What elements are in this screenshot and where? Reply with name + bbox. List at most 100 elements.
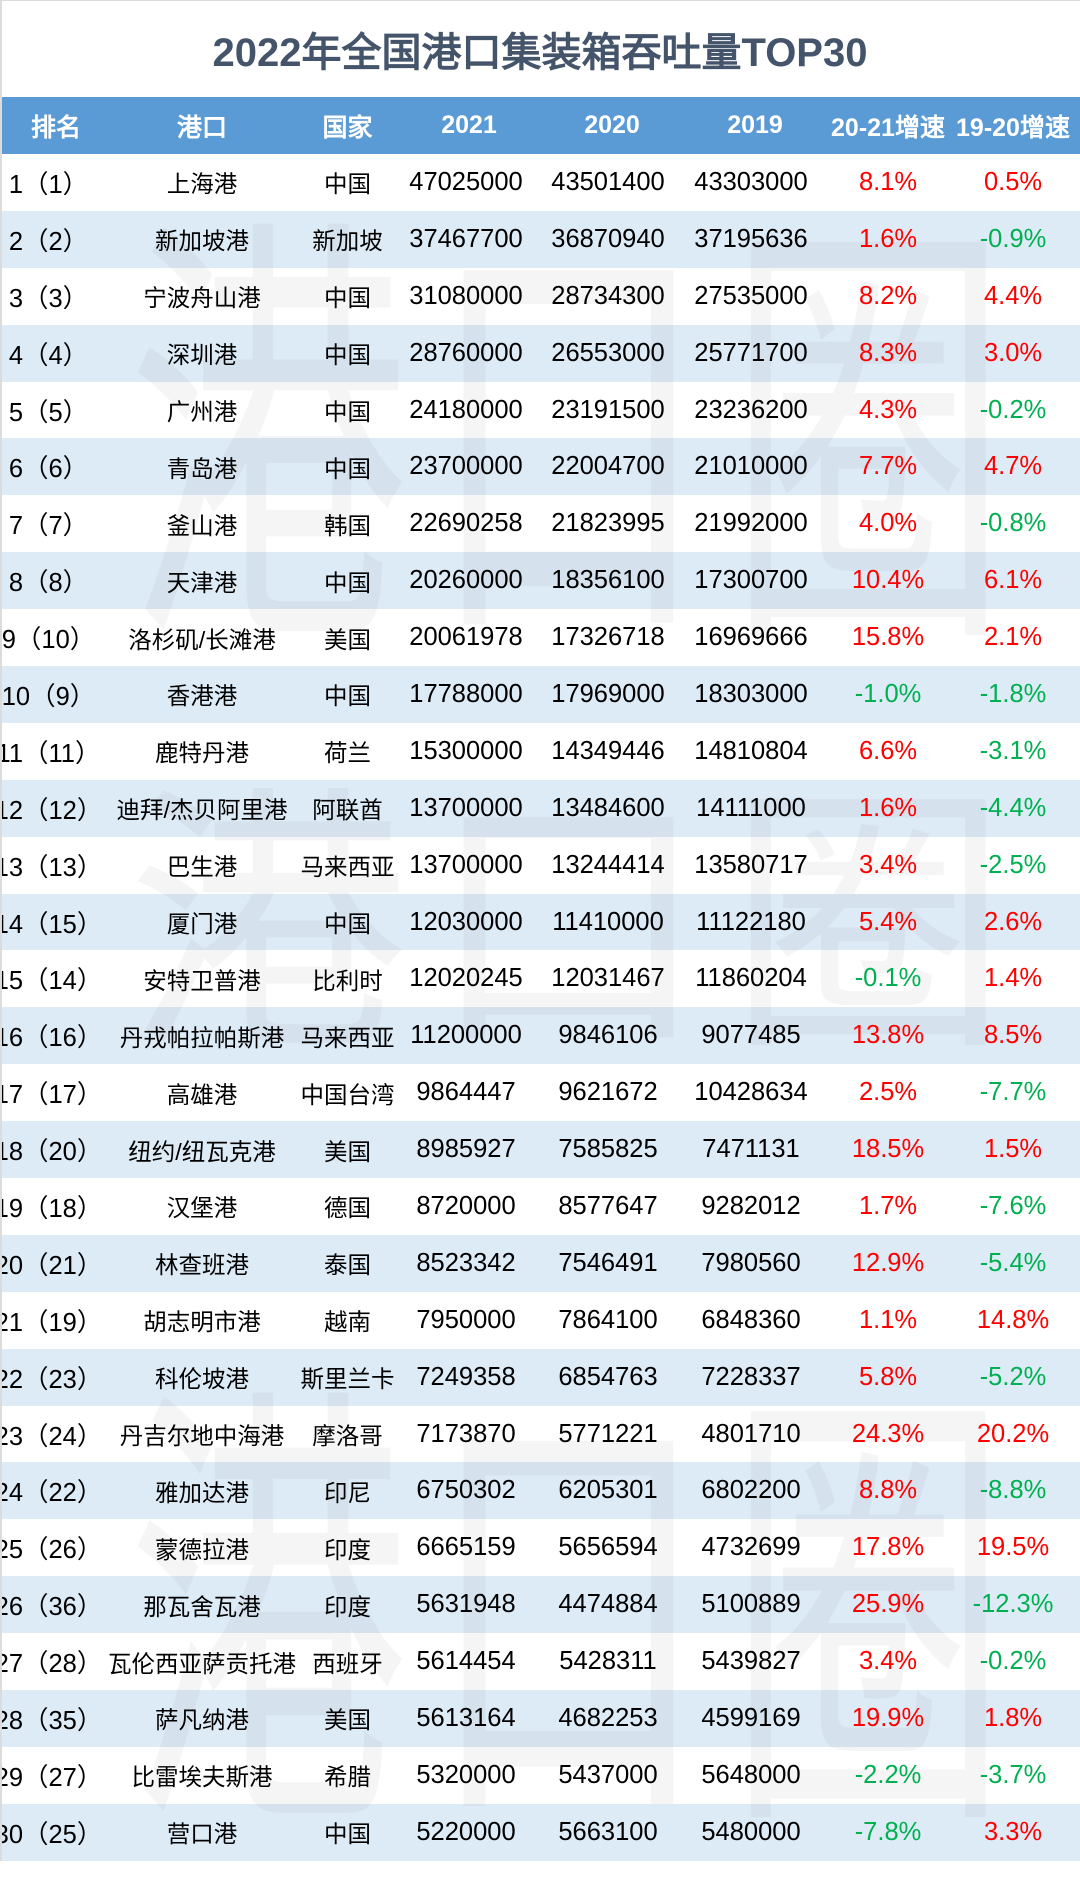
growth-19-20-cell: -0.9% xyxy=(979,224,1047,253)
port-cell: 丹戎帕拉帕斯港 xyxy=(119,1024,285,1051)
rank-cell: 29（27） xyxy=(0,1763,103,1792)
growth-20-21-cell: 13.8% xyxy=(851,1021,925,1050)
teu-2020-cell: 4474884 xyxy=(558,1590,658,1619)
table-row: 26（36） 那瓦舍瓦港 印度 5631948 4474884 5100889 … xyxy=(0,1576,1080,1634)
port-cell: 鹿特丹港 xyxy=(155,740,249,767)
teu-2020-cell: 28734300 xyxy=(551,281,665,310)
teu-2021-cell: 11200000 xyxy=(410,1021,522,1050)
teu-2019-cell: 4732699 xyxy=(701,1533,801,1562)
left-border xyxy=(0,0,2,1861)
column-header-growth-20-21: 20-21增速 xyxy=(831,113,945,142)
port-cell: 洛杉矶/长滩港 xyxy=(128,626,276,653)
column-header-country: 国家 xyxy=(322,113,373,142)
country-cell: 中国 xyxy=(324,399,371,425)
growth-19-20-cell: 14.8% xyxy=(976,1305,1050,1334)
teu-2020-cell: 17969000 xyxy=(551,679,665,708)
teu-2019-cell: 5100889 xyxy=(701,1590,801,1619)
rank-cell: 17（17） xyxy=(0,1081,103,1110)
growth-19-20-cell: 1.5% xyxy=(983,1135,1043,1164)
country-cell: 泰国 xyxy=(324,1252,371,1279)
teu-2021-cell: 23700000 xyxy=(409,452,523,481)
rank-cell: 24（22） xyxy=(0,1479,103,1508)
table-header: 排名 港口 国家 2021 2020 2019 20-21增速 19-20增速 xyxy=(0,97,1080,154)
port-cell: 天津港 xyxy=(166,569,238,596)
teu-2021-cell: 5614454 xyxy=(416,1647,516,1676)
country-cell: 越南 xyxy=(324,1309,371,1336)
port-cell: 雅加达港 xyxy=(155,1479,249,1506)
teu-2020-cell: 43501400 xyxy=(551,167,665,196)
teu-2020-cell: 6205301 xyxy=(558,1476,658,1505)
growth-20-21-cell: 3.4% xyxy=(858,1647,918,1676)
growth-19-20-cell: -5.2% xyxy=(979,1362,1047,1391)
growth-20-21-cell: 8.8% xyxy=(858,1476,918,1505)
country-cell: 希腊 xyxy=(324,1764,371,1791)
teu-2019-cell: 10428634 xyxy=(694,1078,808,1107)
growth-20-21-cell: 7.7% xyxy=(858,452,918,481)
port-cell: 林查班港 xyxy=(155,1252,249,1279)
teu-2019-cell: 7228337 xyxy=(701,1362,801,1391)
table-row: 6（6） 青岛港 中国 23700000 22004700 21010000 7… xyxy=(0,438,1080,496)
port-cell: 瓦伦西亚萨贡托港 xyxy=(108,1650,296,1677)
table-row: 8（8） 天津港 中国 20260000 18356100 17300700 1… xyxy=(0,552,1080,610)
growth-20-21-cell: 1.6% xyxy=(858,224,918,253)
top-border xyxy=(0,0,1080,1)
growth-19-20-cell: -1.8% xyxy=(979,679,1047,708)
teu-2021-cell: 8985927 xyxy=(416,1135,516,1164)
port-cell: 蒙德拉港 xyxy=(155,1536,249,1563)
teu-2019-cell: 4801710 xyxy=(701,1419,801,1448)
teu-2020-cell: 7864100 xyxy=(558,1305,658,1334)
teu-2020-cell: 4682253 xyxy=(558,1703,658,1732)
table-row: 9（10） 洛杉矶/长滩港 美国 20061978 17326718 16969… xyxy=(0,609,1080,667)
teu-2019-cell: 9282012 xyxy=(701,1191,801,1220)
growth-20-21-cell: 12.9% xyxy=(851,1248,925,1277)
growth-20-21-cell: -7.8% xyxy=(854,1817,922,1846)
growth-19-20-cell: 4.7% xyxy=(983,452,1043,481)
growth-19-20-cell: 2.6% xyxy=(983,907,1043,936)
rank-cell: 9（10） xyxy=(1,626,96,655)
port-cell: 巴生港 xyxy=(166,854,238,881)
teu-2020-cell: 5771221 xyxy=(558,1419,658,1448)
teu-2020-cell: 5428311 xyxy=(559,1647,657,1676)
table-row: 14（15） 厦门港 中国 12030000 11410000 11122180… xyxy=(0,893,1080,951)
growth-19-20-cell: -5.4% xyxy=(979,1248,1047,1277)
growth-20-21-cell: 3.4% xyxy=(858,850,918,879)
teu-2020-cell: 5437000 xyxy=(558,1760,658,1789)
country-cell: 印度 xyxy=(324,1536,371,1563)
growth-19-20-cell: -7.6% xyxy=(979,1191,1047,1220)
port-cell: 比雷埃夫斯港 xyxy=(131,1764,273,1791)
growth-19-20-cell: -2.5% xyxy=(979,850,1047,879)
teu-2019-cell: 7471131 xyxy=(702,1135,800,1164)
teu-2019-cell: 6848360 xyxy=(701,1305,801,1334)
teu-2019-cell: 25771700 xyxy=(694,338,808,367)
rank-cell: 16（16） xyxy=(0,1024,103,1053)
teu-2019-cell: 43303000 xyxy=(694,167,808,196)
teu-2021-cell: 8523342 xyxy=(416,1248,516,1277)
table-row: 10（9） 香港港 中国 17788000 17969000 18303000 … xyxy=(0,666,1080,723)
rank-cell: 10（9） xyxy=(1,682,96,711)
country-cell: 中国 xyxy=(324,911,371,938)
growth-20-21-cell: 5.4% xyxy=(858,907,918,936)
rank-cell: 7（7） xyxy=(8,512,89,541)
teu-2021-cell: 13700000 xyxy=(409,793,523,822)
rank-cell: 20（21） xyxy=(0,1251,103,1280)
teu-2021-cell: 7950000 xyxy=(416,1305,516,1334)
teu-2021-cell: 5320000 xyxy=(416,1760,516,1789)
teu-2020-cell: 36870940 xyxy=(551,224,665,253)
growth-19-20-cell: -0.8% xyxy=(979,509,1047,538)
teu-2021-cell: 28760000 xyxy=(409,338,523,367)
column-header-rank: 排名 xyxy=(30,113,81,142)
rank-cell: 15（14） xyxy=(0,967,103,996)
growth-19-20-cell: -12.3% xyxy=(972,1590,1054,1619)
country-cell: 西班牙 xyxy=(312,1650,383,1677)
port-cell: 深圳港 xyxy=(166,342,238,369)
country-cell: 中国 xyxy=(324,285,371,312)
growth-20-21-cell: 15.8% xyxy=(851,623,925,652)
table-row: 13（13） 巴生港 马来西亚 13700000 13244414 135807… xyxy=(0,836,1080,894)
teu-2019-cell: 21992000 xyxy=(694,509,808,538)
growth-19-20-cell: 2.1% xyxy=(983,623,1043,652)
teu-2020-cell: 7585825 xyxy=(558,1135,658,1164)
table-row: 23（24） 丹吉尔地中海港 摩洛哥 7173870 5771221 48017… xyxy=(0,1405,1080,1463)
growth-20-21-cell: 10.4% xyxy=(851,566,925,595)
port-cell: 上海港 xyxy=(166,171,238,198)
port-cell: 青岛港 xyxy=(166,455,238,482)
